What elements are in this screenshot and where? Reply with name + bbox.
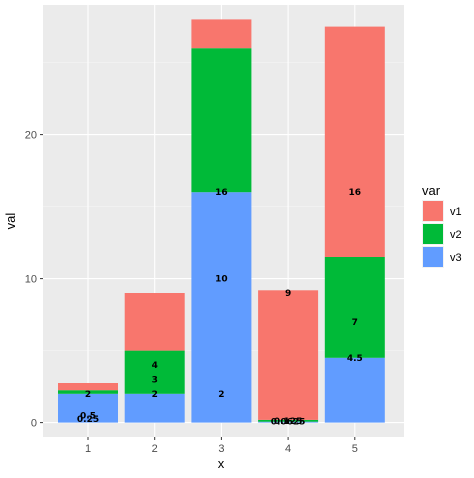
y-axis-title: val <box>3 213 18 230</box>
x-axis-title: x <box>218 456 225 471</box>
legend-label-v1: v1 <box>450 206 462 218</box>
bars <box>58 19 385 423</box>
y-tick-label: 20 <box>25 130 37 142</box>
data-label: 10 <box>215 275 228 285</box>
legend-label-v2: v2 <box>450 229 462 241</box>
bar-v3-x4 <box>258 421 319 423</box>
bar-v2-x3 <box>191 48 252 193</box>
bar-v1-x4 <box>258 290 319 420</box>
x-tick-label: 2 <box>152 443 158 455</box>
data-label: 3 <box>152 375 158 385</box>
bar-v2-x2 <box>124 350 185 394</box>
legend-title: var <box>422 183 441 198</box>
legend-items: v1 v2 v3 <box>422 200 462 268</box>
data-label: 16 <box>349 188 362 198</box>
y-tick-label: 10 <box>25 274 37 286</box>
legend-key-v1 <box>423 201 443 221</box>
data-label: 4.5 <box>347 354 363 364</box>
bar-v2-x1 <box>58 390 118 394</box>
data-label: 2 <box>152 390 158 400</box>
legend: var v1 v2 v3 <box>422 183 462 268</box>
bar-v1-x1 <box>58 383 118 391</box>
data-label: 0.25 <box>77 415 99 425</box>
y-tick-label: 0 <box>31 418 37 430</box>
data-label: 0.5 <box>80 411 96 421</box>
legend-key-v2 <box>423 224 443 244</box>
data-label: 16 <box>215 188 228 198</box>
data-label: 7 <box>352 318 358 328</box>
data-label: 0.0625 <box>271 418 306 428</box>
bar-v3-x3 <box>191 192 252 423</box>
x-tick-label: 3 <box>218 443 224 455</box>
legend-label-v3: v3 <box>450 252 462 264</box>
bar-v1-x2 <box>124 293 185 351</box>
data-label: 4 <box>152 361 158 371</box>
bar-v1-x3 <box>191 19 252 49</box>
bar-v1-x5 <box>324 26 385 257</box>
bar-v3-x2 <box>124 393 185 423</box>
bar-v2-x5 <box>324 257 385 358</box>
data-label: 0.125 <box>274 417 302 427</box>
data-label: 2 <box>218 390 224 400</box>
x-tick-label: 4 <box>285 443 291 455</box>
bar-v3-x5 <box>324 357 385 423</box>
x-tick-label: 1 <box>85 443 91 455</box>
x-tick-label: 5 <box>352 443 358 455</box>
bar-v3-x1 <box>58 393 118 423</box>
legend-key-v3 <box>423 247 443 267</box>
axes: 0 10 20 1 2 3 4 5 <box>25 130 358 455</box>
data-label: 9 <box>285 289 291 299</box>
bar-v2-x4 <box>258 419 319 422</box>
data-label: 2 <box>85 390 91 400</box>
